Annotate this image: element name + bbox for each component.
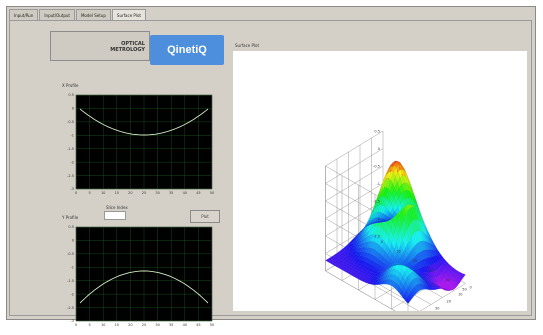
main-panel: OPTICAL METROLOGY QinetiQ Surface Plot 0… (9, 20, 532, 327)
x-profile-y-tick: -3 (71, 187, 75, 191)
surface-x-tick: 0 (381, 240, 383, 244)
surface-z-tick: -0.5 (373, 165, 380, 169)
x-profile-plot: 0 5 10 15 20 25 30 35 40 45 50 0.5 0 -0.5 -1 -1.5 -2 -2.5… (67, 93, 214, 195)
logo: QinetiQ (150, 35, 224, 65)
y-profile-x-tick: 45 (196, 323, 200, 327)
surface-z-tick: -1 (377, 182, 381, 186)
tab-surface-plot[interactable]: Surface Plot (111, 9, 146, 21)
header-title: OPTICAL METROLOGY (110, 41, 145, 53)
y-profile-x-tick: 15 (115, 323, 119, 327)
x-profile-x-tick: 25 (142, 191, 146, 195)
x-profile-x-tick: 0 (75, 191, 77, 195)
x-profile-y-tick: 0 (72, 107, 74, 111)
surface-grid (419, 283, 466, 311)
surface-z-tick: -1.5 (373, 200, 380, 204)
x-profile-y-tick: -2 (71, 160, 75, 164)
surface-x-tick: 30 (429, 269, 433, 273)
surface-z-tick: -2.5 (373, 235, 380, 239)
tab-input-output[interactable]: Input/Output (39, 9, 75, 21)
app-window: Input/Run Input/Output Model Setup Surfa… (6, 6, 536, 327)
x-profile-x-tick: 15 (115, 191, 119, 195)
plot-button[interactable]: Plot (190, 210, 220, 223)
y-profile-y-tick: 0.5 (68, 225, 74, 229)
x-profile-y-tick: -0.5 (67, 120, 74, 124)
x-profile-y-tick: -1.5 (67, 147, 74, 151)
x-profile-x-tick: 50 (210, 191, 214, 195)
slice-index-input[interactable] (104, 211, 126, 220)
surface-grid (325, 165, 384, 202)
surface-patch (460, 273, 466, 278)
y-profile-y-tick: -2 (71, 292, 75, 296)
y-profile-graph: Y Profile 0 5 10 15 20 25 30 35 40 45 50 0.5 0 -0.5 -1… (52, 215, 218, 335)
surface-grid (325, 183, 384, 219)
slice-index-label: Slice Index (106, 205, 128, 210)
y-profile-x-tick: 50 (210, 323, 214, 327)
tab-model-setup[interactable]: Model Setup (75, 9, 111, 21)
surface-plot-area: 0.50-0.5-1-1.5-2-2.501020304050010203040… (233, 51, 527, 311)
y-profile-y-tick: -1 (71, 265, 75, 269)
x-profile-label: X Profile (62, 83, 79, 88)
y-profile-y-tick: -3 (71, 319, 75, 323)
y-profile-y-tick: 0 (72, 239, 74, 243)
x-profile-y-tick: -2.5 (67, 174, 74, 178)
surface-y-tick: 30 (435, 307, 439, 311)
y-profile-y-tick: -0.5 (67, 252, 74, 256)
x-profile-x-tick: 35 (169, 191, 173, 195)
x-profile-y-tick: 0.5 (68, 93, 74, 97)
x-profile-curve (79, 108, 209, 136)
surface-z-tick: -2 (377, 217, 381, 221)
y-profile-x-tick: 5 (88, 323, 90, 327)
surface-z-tick: 0 (378, 147, 380, 151)
surface-grid (325, 200, 384, 237)
y-profile-x-tick: 10 (101, 323, 105, 327)
y-profile-label: Y Profile (62, 215, 79, 220)
surface-x-tick: 10 (396, 250, 400, 254)
surface-x-tick: 20 (413, 259, 417, 263)
y-profile-plot: 0 5 10 15 20 25 30 35 40 45 50 0.5 0 -0.5 -1 -1.5 -2 -2.5… (67, 225, 214, 327)
x-profile-x-tick: 10 (101, 191, 105, 195)
y-profile-x-tick: 20 (128, 323, 132, 327)
x-profile-x-tick: 20 (128, 191, 132, 195)
surface-grid (325, 148, 384, 184)
surface-plot-title: Surface Plot (235, 43, 260, 48)
y-profile-x-tick: 35 (169, 323, 173, 327)
y-profile-y-tick: -2.5 (67, 306, 74, 310)
surface-plot: 0.50-0.5-1-1.5-2-2.501020304050010203040… (325, 130, 472, 311)
tab-input-run[interactable]: Input/Run (9, 9, 39, 21)
surface-y-tick: 10 (458, 293, 462, 297)
surface-y-tick: 20 (447, 300, 451, 304)
x-profile-graph: X Profile 0 5 10 15 20 25 30 35 40 45 50 0.5 0 -0.5 -1… (52, 83, 218, 203)
surface-grid (325, 130, 384, 167)
surface-x-tick: 40 (446, 278, 450, 282)
surface-y-tick: 0 (470, 286, 472, 290)
tab-strip: Input/Run Input/Output Model Setup Surfa… (9, 9, 147, 21)
surface-z-tick: 0.5 (374, 130, 380, 134)
y-profile-x-tick: 40 (183, 323, 187, 327)
y-profile-x-tick: 25 (142, 323, 146, 327)
header-box: OPTICAL METROLOGY (50, 31, 150, 61)
surface-grid (325, 270, 396, 311)
surface-x-tick: 50 (462, 288, 466, 292)
x-profile-y-tick: -1 (71, 133, 75, 137)
x-profile-x-tick: 45 (196, 191, 200, 195)
x-profile-x-tick: 5 (88, 191, 90, 195)
y-profile-y-tick: -1.5 (67, 279, 74, 283)
y-profile-x-tick: 0 (75, 323, 77, 327)
y-profile-curve (79, 270, 209, 304)
x-profile-x-tick: 30 (155, 191, 159, 195)
y-profile-x-tick: 30 (155, 323, 159, 327)
x-profile-x-tick: 40 (183, 191, 187, 195)
